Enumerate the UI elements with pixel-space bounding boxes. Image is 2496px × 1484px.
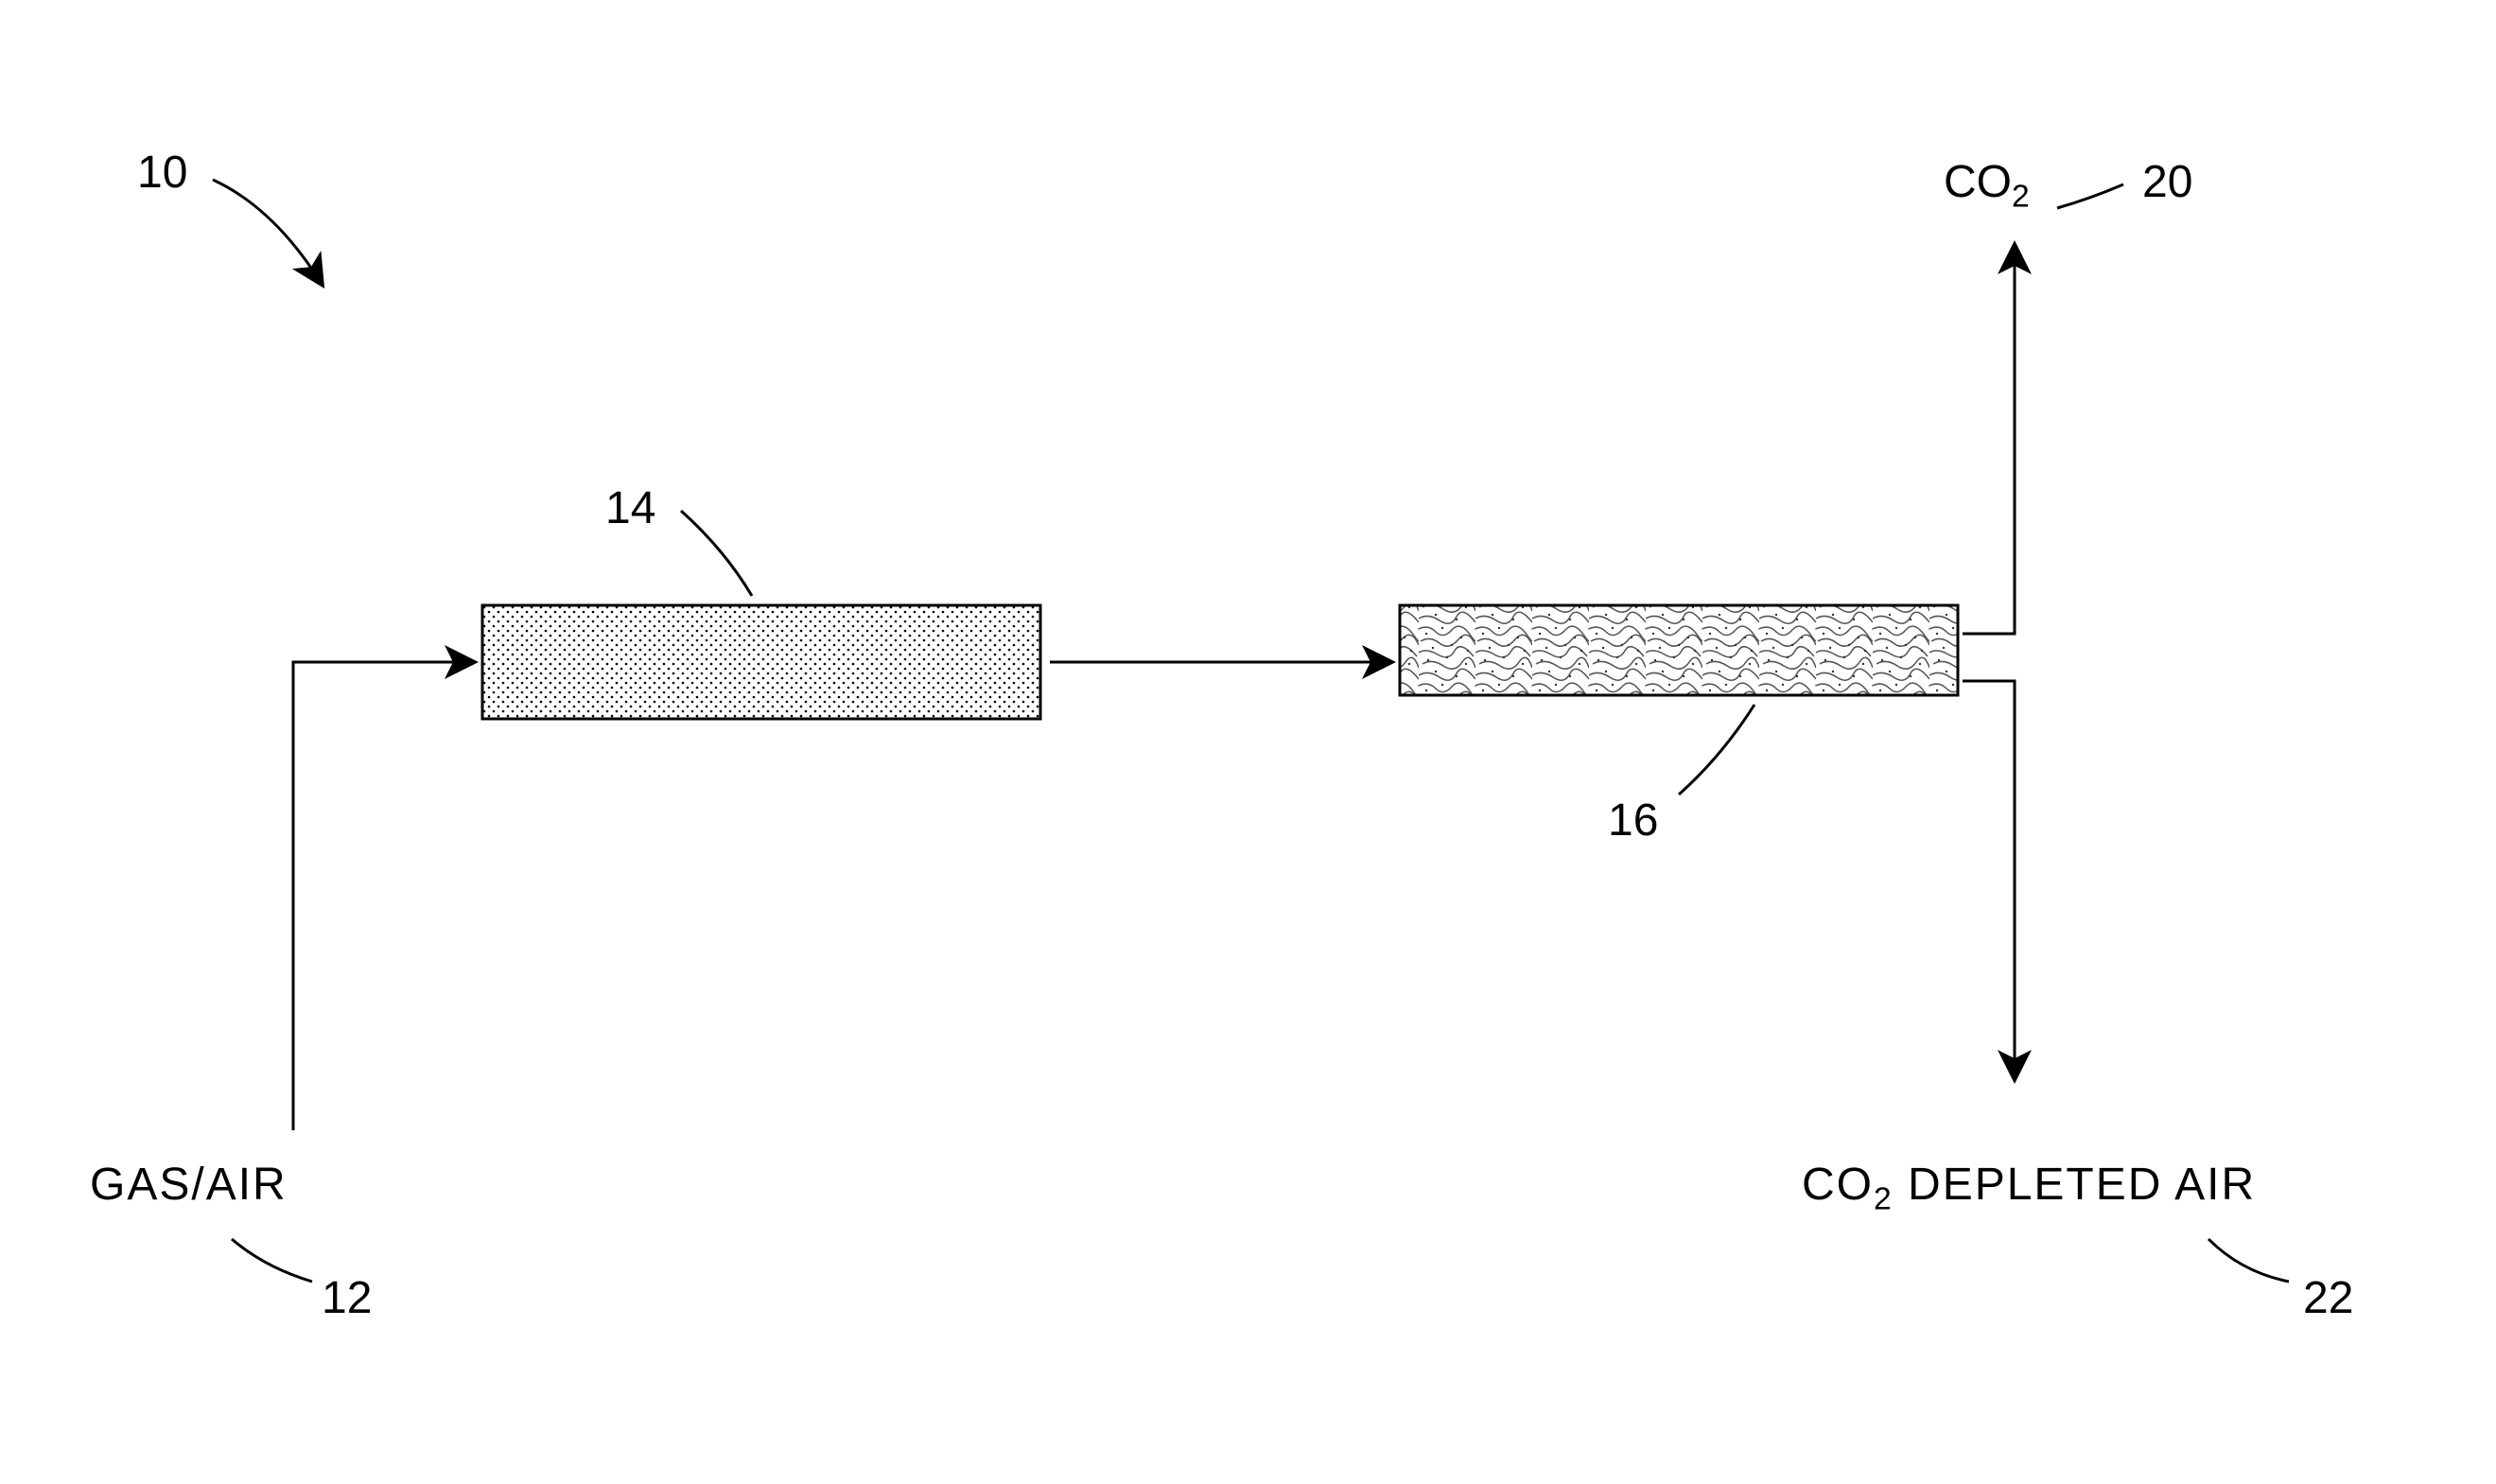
depleted-air-text: DEPLETED AIR: [1894, 1160, 2256, 1210]
arrow-co2-out: [1963, 246, 2015, 634]
refnum-14: 14: [605, 482, 655, 534]
process-flow-diagram: [0, 0, 2496, 1484]
refnum-12: 12: [322, 1272, 372, 1324]
refnum-16: 16: [1608, 794, 1658, 847]
leader-14: [681, 511, 752, 596]
box-14: [482, 605, 1040, 719]
co2-bottom-sub: 2: [1874, 1182, 1894, 1217]
co2-top-text: CO: [1944, 157, 2012, 207]
refnum-10: 10: [137, 147, 187, 199]
leader-12: [232, 1239, 312, 1282]
co2-bottom-text: CO: [1802, 1160, 1874, 1210]
box-16: [1400, 605, 1958, 695]
leader-10: [213, 180, 322, 284]
co2-top-sub: 2: [2012, 180, 2030, 215]
leader-16: [1679, 705, 1754, 794]
label-co2-top: CO2: [1944, 156, 2030, 216]
label-co2-depleted-air: CO2 DEPLETED AIR: [1802, 1159, 2256, 1218]
arrow-gas-air-in: [293, 662, 473, 1130]
label-gas-air: GAS/AIR: [90, 1159, 288, 1211]
leader-20: [2057, 184, 2123, 208]
arrow-depleted-air-out: [1963, 681, 2015, 1078]
refnum-22: 22: [2303, 1272, 2353, 1324]
leader-22: [2208, 1239, 2289, 1282]
refnum-20: 20: [2142, 156, 2192, 208]
